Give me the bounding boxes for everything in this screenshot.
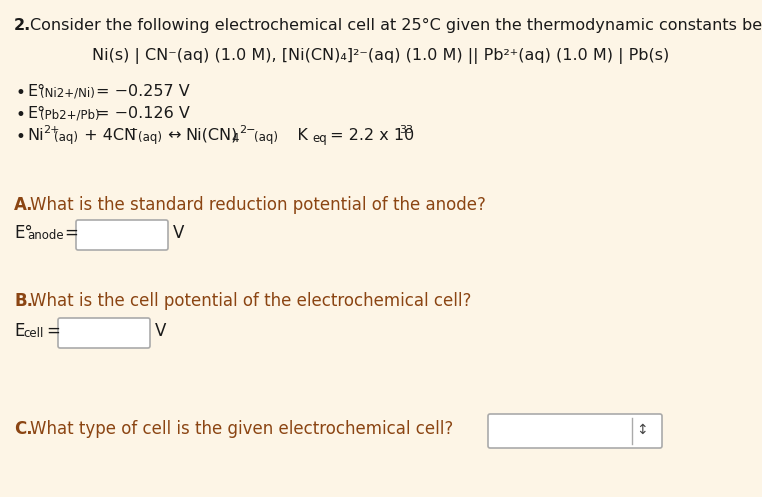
Text: 2+: 2+ [43,125,59,135]
Text: = 2.2 x 10: = 2.2 x 10 [325,128,415,143]
Text: V: V [173,224,184,242]
Text: 2.: 2. [14,18,31,33]
Text: (Pb2+/Pb): (Pb2+/Pb) [40,109,100,122]
Text: −: − [129,125,139,135]
Text: C.: C. [14,420,33,438]
FancyBboxPatch shape [488,414,662,448]
Text: A.: A. [14,196,34,214]
Text: 33: 33 [399,125,413,135]
Text: E°: E° [14,224,33,242]
Text: E°: E° [27,106,45,121]
Text: Consider the following electrochemical cell at 25°C given the thermodynamic cons: Consider the following electrochemical c… [30,18,762,33]
Text: (aq): (aq) [138,131,162,144]
Text: •: • [15,128,25,146]
Text: E°: E° [27,84,45,99]
Text: ↔: ↔ [163,128,187,143]
Text: Ni(CN): Ni(CN) [185,128,238,143]
Text: •: • [15,84,25,102]
Text: E: E [14,322,24,340]
Text: anode: anode [27,229,63,242]
Text: What type of cell is the given electrochemical cell?: What type of cell is the given electroch… [30,420,453,438]
Text: Ni(s) | CN⁻(aq) (1.0 M), [Ni(CN)₄]²⁻(aq) (1.0 M) || Pb²⁺(aq) (1.0 M) | Pb(s): Ni(s) | CN⁻(aq) (1.0 M), [Ni(CN)₄]²⁻(aq)… [92,48,670,64]
Text: •: • [15,106,25,124]
Text: K: K [282,128,308,143]
Text: 2−: 2− [239,125,255,135]
Text: cell: cell [23,327,43,340]
FancyBboxPatch shape [58,318,150,348]
Text: (aq): (aq) [54,131,78,144]
Text: = −0.126 V: = −0.126 V [96,106,190,121]
Text: ↕: ↕ [636,423,648,437]
Text: B.: B. [14,292,33,310]
Text: 4: 4 [231,132,239,145]
Text: (aq): (aq) [254,131,278,144]
Text: V: V [155,322,166,340]
Text: =: = [46,322,60,340]
Text: + 4CN: + 4CN [79,128,136,143]
Text: =: = [64,224,78,242]
Text: = −0.257 V: = −0.257 V [96,84,190,99]
Text: eq: eq [312,132,327,145]
Text: Ni: Ni [27,128,43,143]
Text: What is the standard reduction potential of the anode?: What is the standard reduction potential… [30,196,486,214]
FancyBboxPatch shape [76,220,168,250]
Text: (Ni2+/Ni): (Ni2+/Ni) [40,87,95,100]
Text: What is the cell potential of the electrochemical cell?: What is the cell potential of the electr… [30,292,472,310]
